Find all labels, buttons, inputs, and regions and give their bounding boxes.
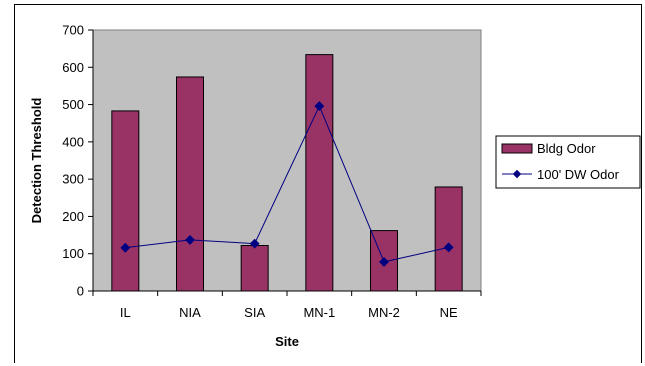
legend: Bldg Odor 100' DW Odor xyxy=(495,135,641,189)
line-series-group xyxy=(120,101,454,267)
x-axis-title: Site xyxy=(275,334,299,349)
axes-group xyxy=(88,29,482,296)
x-tick-label: SIA xyxy=(244,305,265,320)
y-tick-label: 500 xyxy=(62,97,84,112)
bar-ne xyxy=(434,186,463,292)
x-tick-labels: IL NIA SIA MN-1 MN-2 NE xyxy=(120,305,458,320)
y-tick-label: 600 xyxy=(62,60,84,75)
line-point-il xyxy=(120,242,131,253)
legend-line-label: 100' DW Odor xyxy=(537,167,620,182)
line-point-mn-2 xyxy=(379,256,389,267)
x-tick-label: MN-2 xyxy=(368,305,400,320)
line-point-ne xyxy=(443,242,454,253)
bar-il xyxy=(111,110,140,292)
legend-bar-swatch xyxy=(501,143,533,154)
legend-bar-label: Bldg Odor xyxy=(537,141,596,156)
y-tick-label: 400 xyxy=(62,134,84,149)
x-tick-label: IL xyxy=(120,305,131,320)
bar-sia xyxy=(240,245,269,292)
y-tick-label: 200 xyxy=(62,209,84,224)
y-axis-title: Detection Threshold xyxy=(29,98,44,224)
y-tick-label: 100 xyxy=(62,246,84,261)
x-tick-label: MN-1 xyxy=(303,305,335,320)
chart-frame xyxy=(14,4,642,363)
series-line xyxy=(125,104,449,263)
y-tick-label: 700 xyxy=(62,23,84,38)
line-point-sia xyxy=(249,238,260,249)
y-tick-labels: 0 100 200 300 400 500 600 700 xyxy=(62,23,84,299)
x-tick-label: NIA xyxy=(179,305,201,320)
y-tick-label: 300 xyxy=(62,172,84,187)
bar-mn-1 xyxy=(305,54,334,292)
x-tick-label: NE xyxy=(440,305,458,320)
bar-nia xyxy=(176,76,204,292)
y-tick-label: 0 xyxy=(77,284,84,299)
plot-area xyxy=(92,29,482,292)
